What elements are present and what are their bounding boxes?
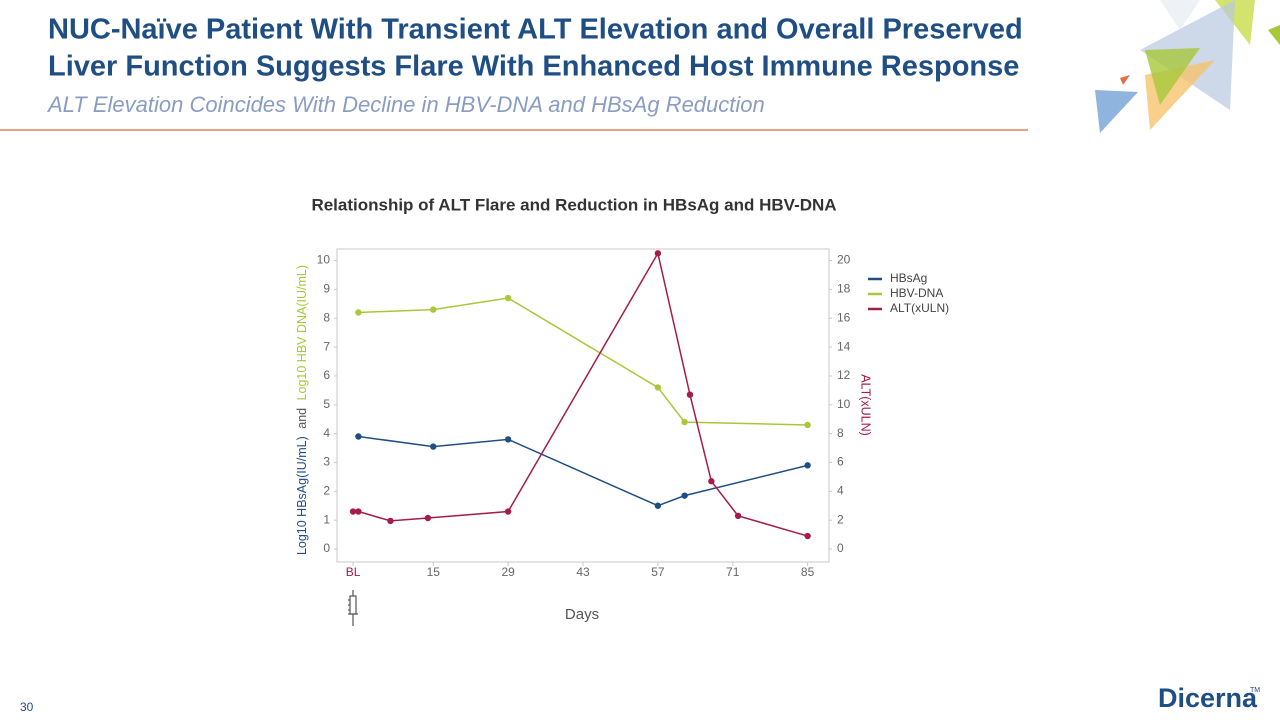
- x-tick-label: BL: [346, 565, 361, 579]
- data-point: [804, 532, 811, 540]
- data-point: [504, 294, 512, 302]
- decoration: [1095, 0, 1280, 133]
- legend-label: HBsAg: [890, 271, 927, 285]
- legend-label: HBV-DNA: [890, 286, 943, 300]
- y-label-part: Log10 HBsAg(IU/mL): [295, 436, 309, 555]
- y-tick-label: 0: [323, 541, 330, 555]
- data-point: [504, 508, 512, 515]
- series-line: [358, 297, 808, 426]
- data-point: [430, 443, 437, 450]
- series-line: [353, 251, 808, 537]
- x-axis-label: Days: [565, 606, 599, 623]
- y2-tick-label: 20: [837, 253, 851, 267]
- data-point: [504, 436, 512, 443]
- x-tick-label: 57: [651, 565, 665, 579]
- y2-tick-label: 18: [837, 282, 851, 296]
- x-tick-label: 15: [427, 565, 441, 579]
- y2-tick-label: 12: [837, 368, 851, 382]
- slide-subtitle: ALT Elevation Coincides With Decline in …: [46, 92, 765, 117]
- y-tick-label: 9: [323, 282, 330, 296]
- data-point: [654, 502, 662, 509]
- legend-label: ALT(xULN): [890, 301, 949, 315]
- data-point: [708, 478, 715, 485]
- data-point: [387, 517, 394, 525]
- y2-tick-label: 0: [837, 541, 844, 555]
- y-label-part: and: [295, 408, 309, 429]
- syringe-icon: [348, 590, 358, 626]
- data-point: [734, 512, 742, 520]
- x-tick-label: 71: [726, 565, 740, 579]
- x-tick-label: 29: [501, 565, 515, 579]
- data-point: [681, 418, 688, 426]
- y2-tick-label: 16: [837, 310, 851, 324]
- y2-tick-label: 10: [837, 397, 851, 411]
- y2-tick-label: 14: [837, 339, 851, 353]
- y2-tick-label: 2: [837, 512, 844, 526]
- y2-tick-label: 4: [837, 483, 844, 497]
- plot-frame: [336, 248, 830, 563]
- y-tick-label: 8: [323, 310, 330, 324]
- data-point: [681, 492, 688, 499]
- slide-title: NUC-Naïve Patient With Transient ALT Ele…: [48, 14, 1023, 46]
- data-point: [355, 508, 362, 515]
- series-line: [358, 435, 808, 507]
- data-point: [654, 250, 662, 257]
- y2-tick-label: 6: [837, 455, 844, 469]
- y2-axis-label: ALT(xULN): [859, 374, 873, 436]
- logo-mark: TM: [1250, 687, 1260, 694]
- y-tick-label: 4: [323, 426, 330, 440]
- data-point: [804, 421, 811, 429]
- page-number: 30: [20, 700, 34, 714]
- y-tick-label: 5: [323, 397, 330, 411]
- slide-title: Liver Function Suggests Flare With Enhan…: [48, 51, 1019, 83]
- y-tick-label: 10: [317, 253, 331, 267]
- x-tick-label: 85: [801, 565, 815, 579]
- data-point: [654, 384, 662, 391]
- y-tick-label: 7: [323, 339, 330, 353]
- data-point: [686, 391, 694, 398]
- chart-title: Relationship of ALT Flare and Reduction …: [311, 195, 836, 214]
- data-point: [804, 462, 811, 469]
- y2-tick-label: 8: [837, 426, 844, 440]
- logo: Dicerna: [1158, 683, 1258, 713]
- y-axis-label: Log10 HBsAg(IU/mL) and Log10 HBV DNA(IU/…: [295, 265, 309, 555]
- data-point: [355, 433, 362, 440]
- data-point: [355, 309, 362, 316]
- data-point: [424, 514, 432, 522]
- y-tick-label: 6: [323, 368, 330, 382]
- data-point: [349, 508, 357, 515]
- y-tick-label: 2: [323, 483, 330, 497]
- y-tick-label: 3: [323, 455, 330, 469]
- y-label-part: Log10 HBV DNA(IU/mL): [295, 265, 309, 400]
- data-point: [430, 306, 437, 313]
- x-tick-label: 43: [576, 565, 590, 579]
- y-tick-label: 1: [323, 512, 330, 526]
